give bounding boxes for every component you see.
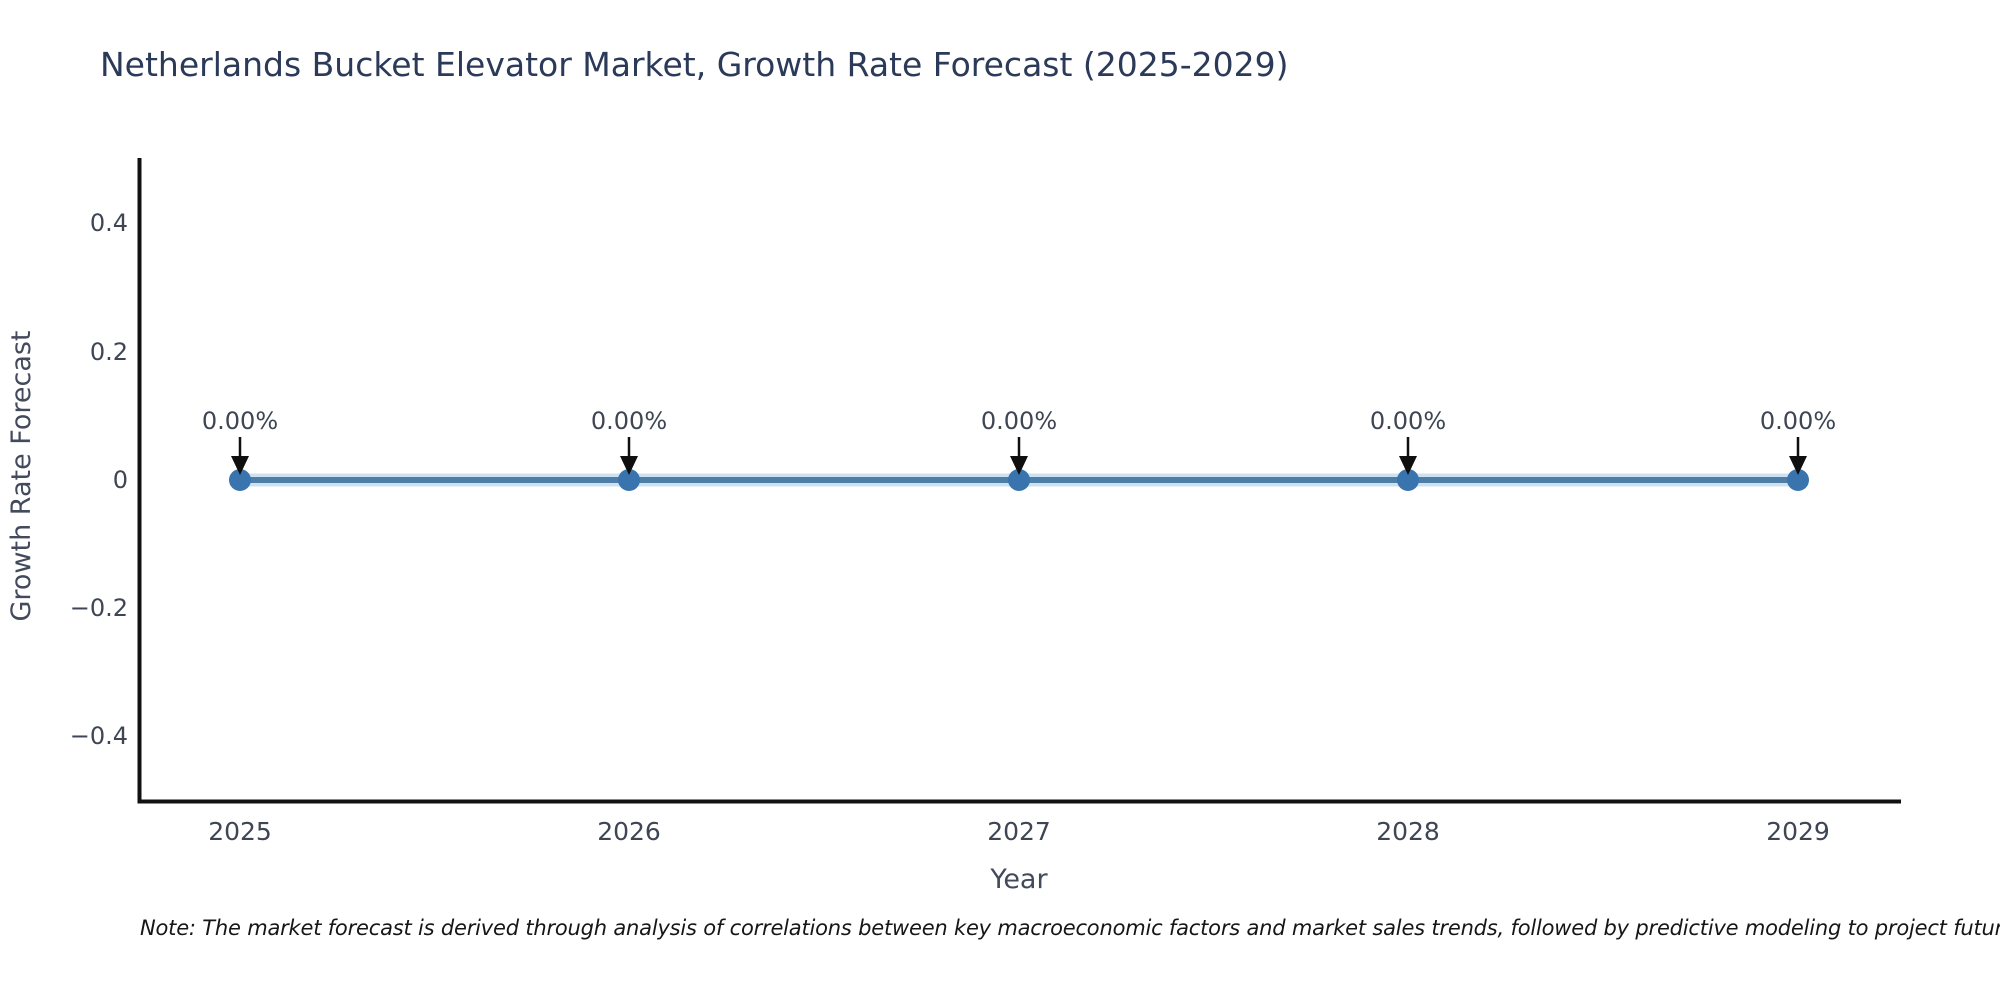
data-point-marker bbox=[1397, 469, 1419, 491]
point-value-label: 0.00% bbox=[591, 407, 667, 435]
point-annotation: 0.00% bbox=[981, 407, 1057, 475]
point-annotation: 0.00% bbox=[591, 407, 667, 475]
data-point-marker bbox=[229, 469, 251, 491]
point-annotation: 0.00% bbox=[1760, 407, 1836, 475]
point-value-label: 0.00% bbox=[202, 407, 278, 435]
y-tick-label: −0.2 bbox=[70, 594, 128, 622]
x-tick-label: 2025 bbox=[208, 817, 272, 846]
x-tick-label: 2029 bbox=[1766, 817, 1830, 846]
x-tick-label: 2028 bbox=[1376, 817, 1440, 846]
point-annotation: 0.00% bbox=[202, 407, 278, 475]
data-point-marker bbox=[618, 469, 640, 491]
point-annotation: 0.00% bbox=[1370, 407, 1446, 475]
y-tick-label: 0.4 bbox=[90, 209, 128, 237]
down-arrowhead-icon bbox=[231, 456, 249, 475]
y-tick-label: 0 bbox=[113, 466, 128, 494]
chart-title: Netherlands Bucket Elevator Market, Grow… bbox=[100, 45, 1289, 84]
data-point-marker bbox=[1008, 469, 1030, 491]
y-tick-label: −0.4 bbox=[70, 722, 128, 750]
point-value-label: 0.00% bbox=[1760, 407, 1836, 435]
down-arrowhead-icon bbox=[1789, 456, 1807, 475]
down-arrowhead-icon bbox=[1010, 456, 1028, 475]
down-arrowhead-icon bbox=[1399, 456, 1417, 475]
footnote: Note: The market forecast is derived thr… bbox=[140, 916, 2000, 940]
x-tick-label: 2026 bbox=[597, 817, 661, 846]
point-value-label: 0.00% bbox=[981, 407, 1057, 435]
y-tick-label: 0.2 bbox=[90, 338, 128, 366]
data-point-marker bbox=[1787, 469, 1809, 491]
y-axis-title: Growth Rate Forecast bbox=[6, 330, 37, 621]
down-arrowhead-icon bbox=[620, 456, 638, 475]
x-tick-label: 2027 bbox=[987, 817, 1051, 846]
point-value-label: 0.00% bbox=[1370, 407, 1446, 435]
x-axis-title: Year bbox=[989, 864, 1048, 895]
